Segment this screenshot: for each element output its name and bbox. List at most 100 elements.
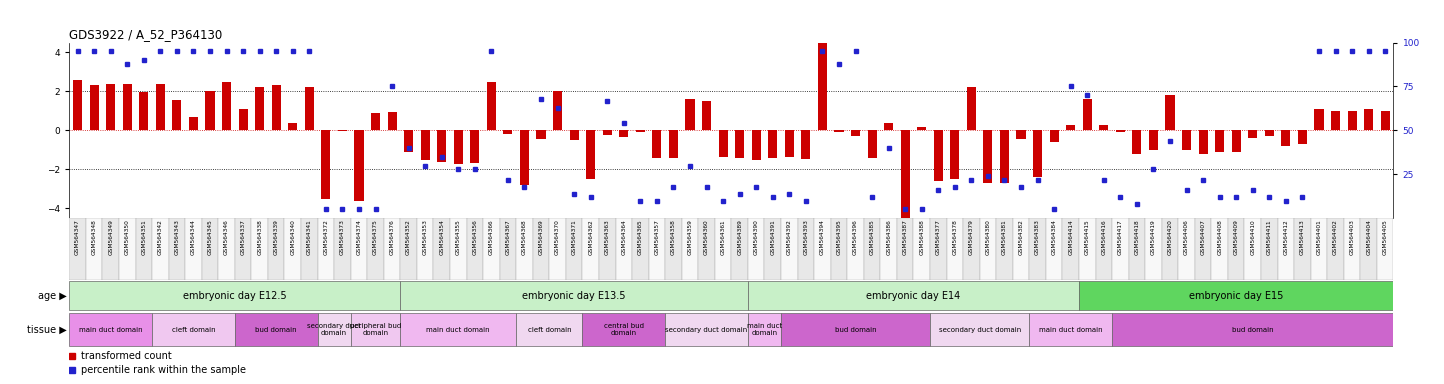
- Text: GSM564411: GSM564411: [1266, 219, 1272, 255]
- Text: GSM564406: GSM564406: [1184, 219, 1188, 255]
- Bar: [152, 313, 235, 346]
- Text: tissue ▶: tissue ▶: [26, 325, 66, 335]
- Bar: [284, 218, 300, 280]
- Bar: [1311, 218, 1327, 280]
- Bar: [305, 88, 313, 131]
- Text: GSM564371: GSM564371: [572, 219, 576, 255]
- Text: main duct domain: main duct domain: [79, 327, 143, 333]
- Text: GSM564376: GSM564376: [390, 219, 394, 255]
- Bar: [453, 131, 464, 164]
- Text: GSM564409: GSM564409: [1233, 219, 1239, 255]
- Text: GSM564413: GSM564413: [1300, 219, 1305, 255]
- Bar: [516, 313, 582, 346]
- Bar: [235, 313, 318, 346]
- Bar: [1183, 131, 1191, 150]
- Bar: [1199, 131, 1207, 154]
- Bar: [471, 131, 479, 162]
- Bar: [851, 131, 861, 136]
- Bar: [404, 131, 413, 152]
- Bar: [371, 113, 380, 131]
- Bar: [1261, 218, 1278, 280]
- Bar: [586, 131, 595, 179]
- Bar: [420, 131, 430, 160]
- Text: main duct domain: main duct domain: [1038, 327, 1103, 333]
- Bar: [599, 218, 615, 280]
- Bar: [1099, 124, 1109, 131]
- Bar: [1232, 131, 1240, 152]
- Text: GSM564377: GSM564377: [936, 219, 941, 255]
- Text: GSM564404: GSM564404: [1366, 219, 1372, 255]
- Bar: [185, 218, 202, 280]
- Bar: [1314, 109, 1324, 131]
- Bar: [752, 131, 761, 160]
- Bar: [354, 131, 364, 201]
- Bar: [1112, 218, 1129, 280]
- Text: GSM564405: GSM564405: [1383, 219, 1388, 255]
- Bar: [169, 218, 185, 280]
- Text: GSM564395: GSM564395: [836, 219, 842, 255]
- Bar: [1030, 218, 1045, 280]
- Text: main duct
domain: main duct domain: [747, 323, 783, 336]
- Bar: [653, 131, 661, 158]
- Bar: [868, 131, 877, 158]
- Text: GSM564393: GSM564393: [803, 219, 809, 255]
- Bar: [996, 218, 1012, 280]
- Bar: [1378, 218, 1393, 280]
- Bar: [1032, 131, 1043, 177]
- Bar: [384, 218, 400, 280]
- Bar: [516, 218, 533, 280]
- Bar: [930, 218, 947, 280]
- Bar: [764, 218, 781, 280]
- Text: GSM564356: GSM564356: [472, 219, 478, 255]
- Bar: [500, 218, 516, 280]
- Bar: [533, 218, 549, 280]
- Text: GSM564354: GSM564354: [439, 219, 445, 255]
- Text: GSM564351: GSM564351: [142, 219, 146, 255]
- Bar: [1063, 218, 1079, 280]
- Bar: [748, 313, 781, 346]
- Bar: [1245, 218, 1261, 280]
- Text: GSM564388: GSM564388: [920, 219, 924, 255]
- Bar: [582, 218, 599, 280]
- Bar: [884, 122, 894, 131]
- Bar: [582, 313, 666, 346]
- Text: main duct domain: main duct domain: [426, 327, 490, 333]
- Text: GSM564346: GSM564346: [224, 219, 230, 255]
- Text: GSM564392: GSM564392: [787, 219, 791, 255]
- Bar: [1365, 109, 1373, 131]
- Bar: [702, 101, 710, 131]
- Text: GSM564369: GSM564369: [539, 219, 543, 255]
- Text: GSM564420: GSM564420: [1168, 219, 1173, 255]
- Bar: [947, 218, 963, 280]
- Text: GSM564355: GSM564355: [456, 219, 461, 255]
- Bar: [1248, 131, 1258, 138]
- Bar: [1079, 281, 1393, 310]
- Bar: [269, 218, 284, 280]
- Bar: [897, 218, 914, 280]
- Text: GSM564364: GSM564364: [621, 219, 627, 255]
- Bar: [1344, 218, 1360, 280]
- Bar: [1165, 95, 1174, 131]
- Bar: [400, 218, 417, 280]
- Bar: [901, 131, 910, 224]
- Bar: [1132, 131, 1141, 154]
- Text: GSM564390: GSM564390: [754, 219, 758, 255]
- Bar: [963, 218, 979, 280]
- Bar: [202, 218, 218, 280]
- Text: GSM564370: GSM564370: [554, 219, 560, 255]
- Bar: [136, 218, 152, 280]
- Bar: [85, 218, 103, 280]
- Bar: [189, 117, 198, 131]
- Text: GSM564372: GSM564372: [323, 219, 328, 255]
- Bar: [238, 109, 248, 131]
- Text: GSM564389: GSM564389: [736, 219, 742, 255]
- Bar: [69, 281, 400, 310]
- Text: GSM564402: GSM564402: [1333, 219, 1339, 255]
- Bar: [950, 131, 959, 179]
- Bar: [251, 218, 269, 280]
- Text: GSM564337: GSM564337: [241, 219, 245, 255]
- Bar: [549, 218, 566, 280]
- Text: GSM564417: GSM564417: [1118, 219, 1123, 255]
- Bar: [1079, 218, 1096, 280]
- Bar: [438, 131, 446, 162]
